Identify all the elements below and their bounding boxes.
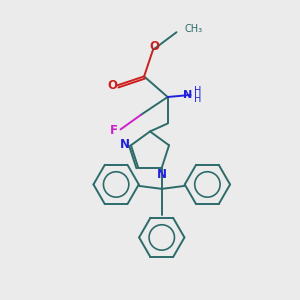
Text: F: F xyxy=(110,124,118,137)
Text: H: H xyxy=(194,85,202,95)
Text: N: N xyxy=(158,168,167,181)
Text: N: N xyxy=(183,90,192,100)
Text: H: H xyxy=(194,94,202,104)
Text: CH₃: CH₃ xyxy=(185,24,203,34)
Text: O: O xyxy=(149,40,159,53)
Text: O: O xyxy=(107,79,117,92)
Text: N: N xyxy=(119,138,130,151)
